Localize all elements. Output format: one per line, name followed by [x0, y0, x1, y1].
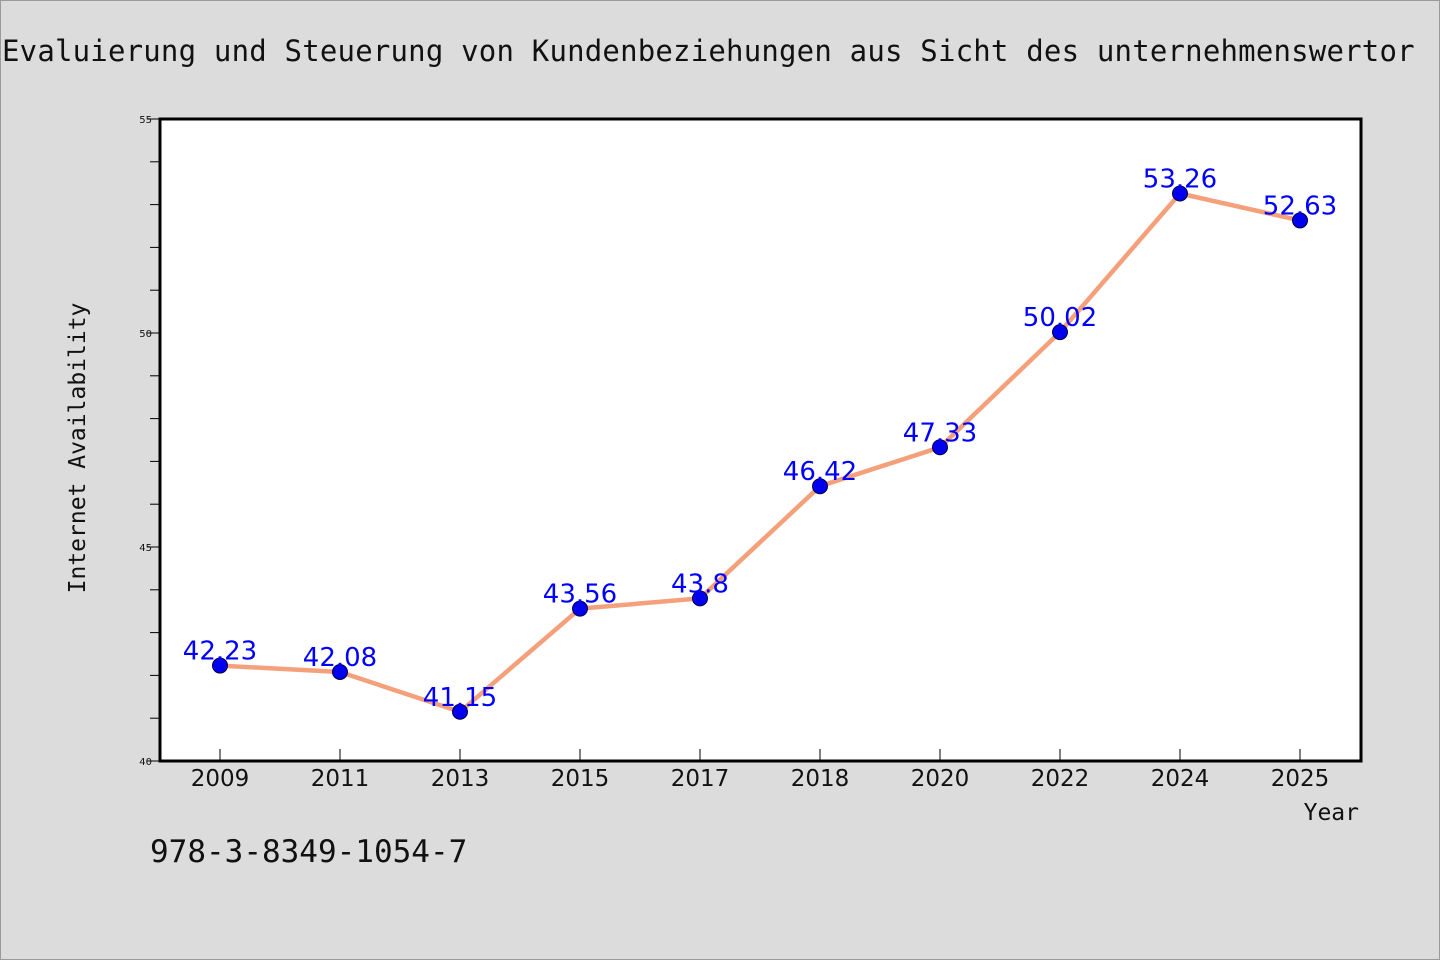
data-labels: 42.23 42.08 41.15 43.56 43.8 46.42 47.33 50.02 5…	[183, 164, 1337, 712]
data-label: 47.33	[903, 418, 977, 448]
data-point	[1292, 212, 1308, 229]
data-label: 43.8	[671, 569, 729, 599]
data-point	[212, 657, 228, 674]
x-tick-label: 2022	[1031, 766, 1090, 792]
data-point	[572, 600, 588, 617]
data-label: 46.42	[783, 457, 857, 487]
data-point	[452, 703, 468, 720]
footnote-isbn: 978-3-8349-1054-7	[150, 834, 468, 870]
data-point	[1052, 324, 1068, 341]
y-tick-label: 50	[139, 329, 152, 340]
y-tick-label: 55	[139, 115, 152, 126]
y-tick-label: 40	[139, 757, 152, 768]
data-point	[812, 478, 828, 495]
x-axis: 2009 2011 2013 2015 2017 2018 2020 2022 2024 2025	[191, 749, 1330, 792]
x-tick-label: 2024	[1151, 766, 1210, 792]
series-line	[217, 191, 1303, 715]
x-tick-label: 2011	[311, 766, 370, 792]
x-tick-label: 2013	[431, 766, 490, 792]
data-label: 42.23	[183, 637, 257, 667]
x-tick-label: 2017	[671, 766, 730, 792]
data-point	[1172, 185, 1188, 202]
x-tick-label: 2025	[1271, 766, 1330, 792]
data-point	[692, 590, 708, 607]
y-tick-label: 45	[139, 543, 152, 554]
plot-area	[158, 117, 1363, 763]
x-tick-label: 2018	[791, 766, 850, 792]
chart-title: Evaluierung und Steuerung von Kundenbezi…	[2, 34, 1415, 68]
x-tick-label: 2015	[551, 766, 610, 792]
x-tick-label: 2020	[911, 766, 970, 792]
data-label: 43.56	[543, 580, 617, 610]
x-tick-label: 2009	[191, 766, 250, 792]
data-label: 53.26	[1143, 164, 1217, 194]
x-axis-label: Year	[1304, 800, 1359, 826]
y-axis: 40 45 50 55	[139, 115, 159, 768]
data-label: 41.15	[423, 683, 497, 713]
data-point	[332, 663, 348, 680]
data-label: 42.08	[303, 643, 377, 673]
data-label: 50.02	[1023, 303, 1097, 333]
data-label: 52.63	[1263, 191, 1337, 221]
y-axis-label: Internet Availability	[65, 303, 91, 594]
data-point	[932, 439, 948, 456]
data-points	[212, 185, 1308, 720]
